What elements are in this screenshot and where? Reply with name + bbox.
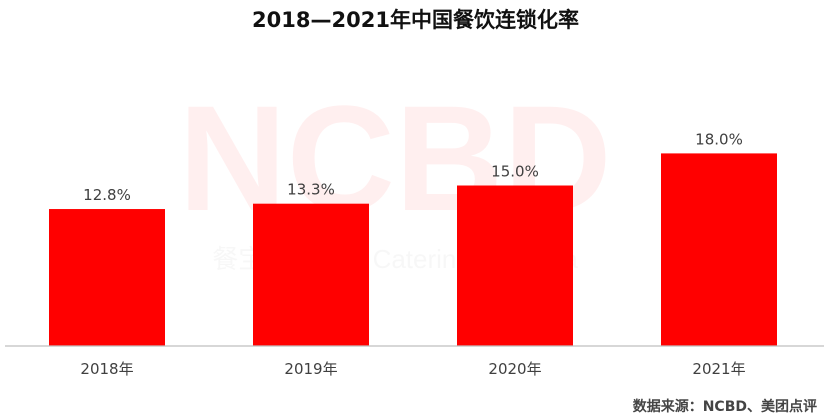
- x-tick-label-0: 2018年: [80, 360, 133, 378]
- source-note: 数据来源：NCBD、美团点评: [632, 399, 817, 415]
- data-label-3: 18.0%: [695, 130, 743, 148]
- x-tick-label-2: 2020年: [488, 360, 541, 378]
- data-label-1: 13.3%: [287, 181, 335, 199]
- bar-0: [49, 209, 165, 346]
- x-tick-label-3: 2021年: [692, 360, 745, 378]
- x-tick-labels: 2018年 2019年 2020年 2021年: [80, 360, 745, 378]
- bar-3: [661, 153, 777, 346]
- bar-2: [457, 185, 573, 346]
- x-tick-label-1: 2019年: [284, 360, 337, 378]
- data-label-2: 15.0%: [491, 163, 539, 181]
- chart-title: 2018—2021年中国餐饮连锁化率: [252, 8, 579, 32]
- data-label-0: 12.8%: [83, 186, 131, 204]
- bar-1: [253, 203, 369, 346]
- bars-group: 12.8% 13.3% 15.0% 18.0%: [49, 130, 777, 346]
